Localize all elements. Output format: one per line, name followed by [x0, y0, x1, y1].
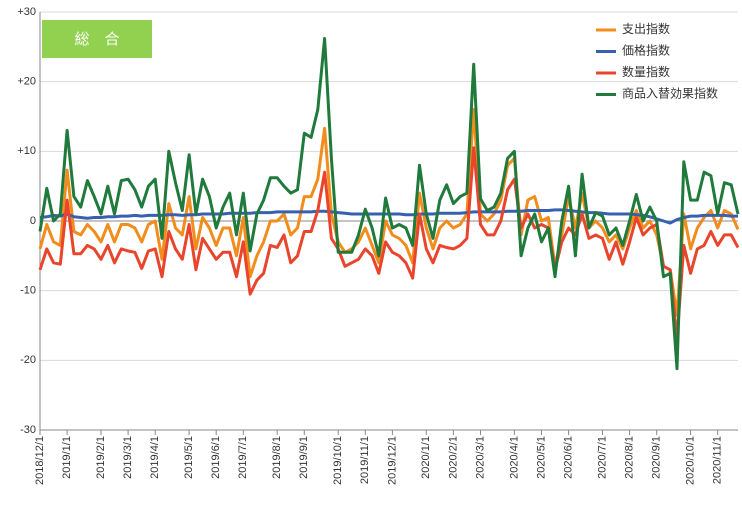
x-tick-label: 2019/11/1: [359, 436, 371, 484]
legend-label: 商品入替効果指数: [622, 86, 718, 101]
x-tick-label: 2019/6/1: [210, 436, 222, 479]
x-tick-label: 2019/12/1: [386, 436, 398, 485]
x-tick-label: 2019/5/1: [183, 436, 195, 479]
x-tick-label: 2020/7/1: [596, 436, 608, 479]
chart-title: 総 合: [74, 31, 119, 48]
x-tick-label: 2020/8/1: [623, 436, 635, 479]
x-tick-label: 2020/4/1: [508, 436, 520, 479]
title-box: [42, 20, 152, 58]
plot: -30 -20 -10 0 +10 +20 +30 2018/12/1 2019/1/1 2019…: [17, 6, 740, 485]
legend-label: 価格指数: [622, 43, 670, 58]
series-line: [38, 108, 740, 317]
x-tick-label: 2020/11/1: [712, 436, 724, 484]
series-line: [38, 37, 740, 371]
y-tick-label: +10: [17, 145, 36, 157]
y-tick-label: +20: [17, 76, 36, 88]
x-tick-label: 2019/10/1: [332, 436, 344, 485]
legend-label: 支出指数: [622, 21, 670, 36]
x-tick-label: 2020/3/1: [474, 436, 486, 479]
y-tick-label: -10: [20, 285, 36, 297]
y-tick-label: 0: [30, 215, 36, 227]
x-tick-label: 2020/1/1: [420, 436, 432, 479]
x-tick-label: 2019/1/1: [61, 436, 73, 479]
x-tick-label: 2019/4/1: [149, 436, 161, 479]
legend-label: 数量指数: [622, 64, 670, 79]
x-tick-label: 2019/3/1: [122, 436, 134, 479]
x-tick-label: 2020/9/1: [651, 436, 663, 479]
y-tick-label: -30: [20, 424, 36, 436]
x-tick-label: 2019/9/1: [298, 436, 310, 479]
x-tick-label: 2020/2/1: [447, 436, 459, 479]
x-tick-label: 2020/5/1: [535, 436, 547, 479]
x-tick-label: 2018/12/1: [34, 436, 46, 485]
series-line: [38, 146, 740, 341]
x-tick-label: 2020/6/1: [562, 436, 574, 479]
y-tick-label: +30: [17, 6, 36, 18]
x-tick-label: 2019/8/1: [271, 436, 283, 479]
x-tick-label: 2019/2/1: [95, 436, 107, 479]
x-tick-label: 2020/10/1: [684, 436, 696, 485]
x-tick-label: 2019/7/1: [237, 436, 249, 479]
y-tick-label: -20: [20, 354, 36, 366]
